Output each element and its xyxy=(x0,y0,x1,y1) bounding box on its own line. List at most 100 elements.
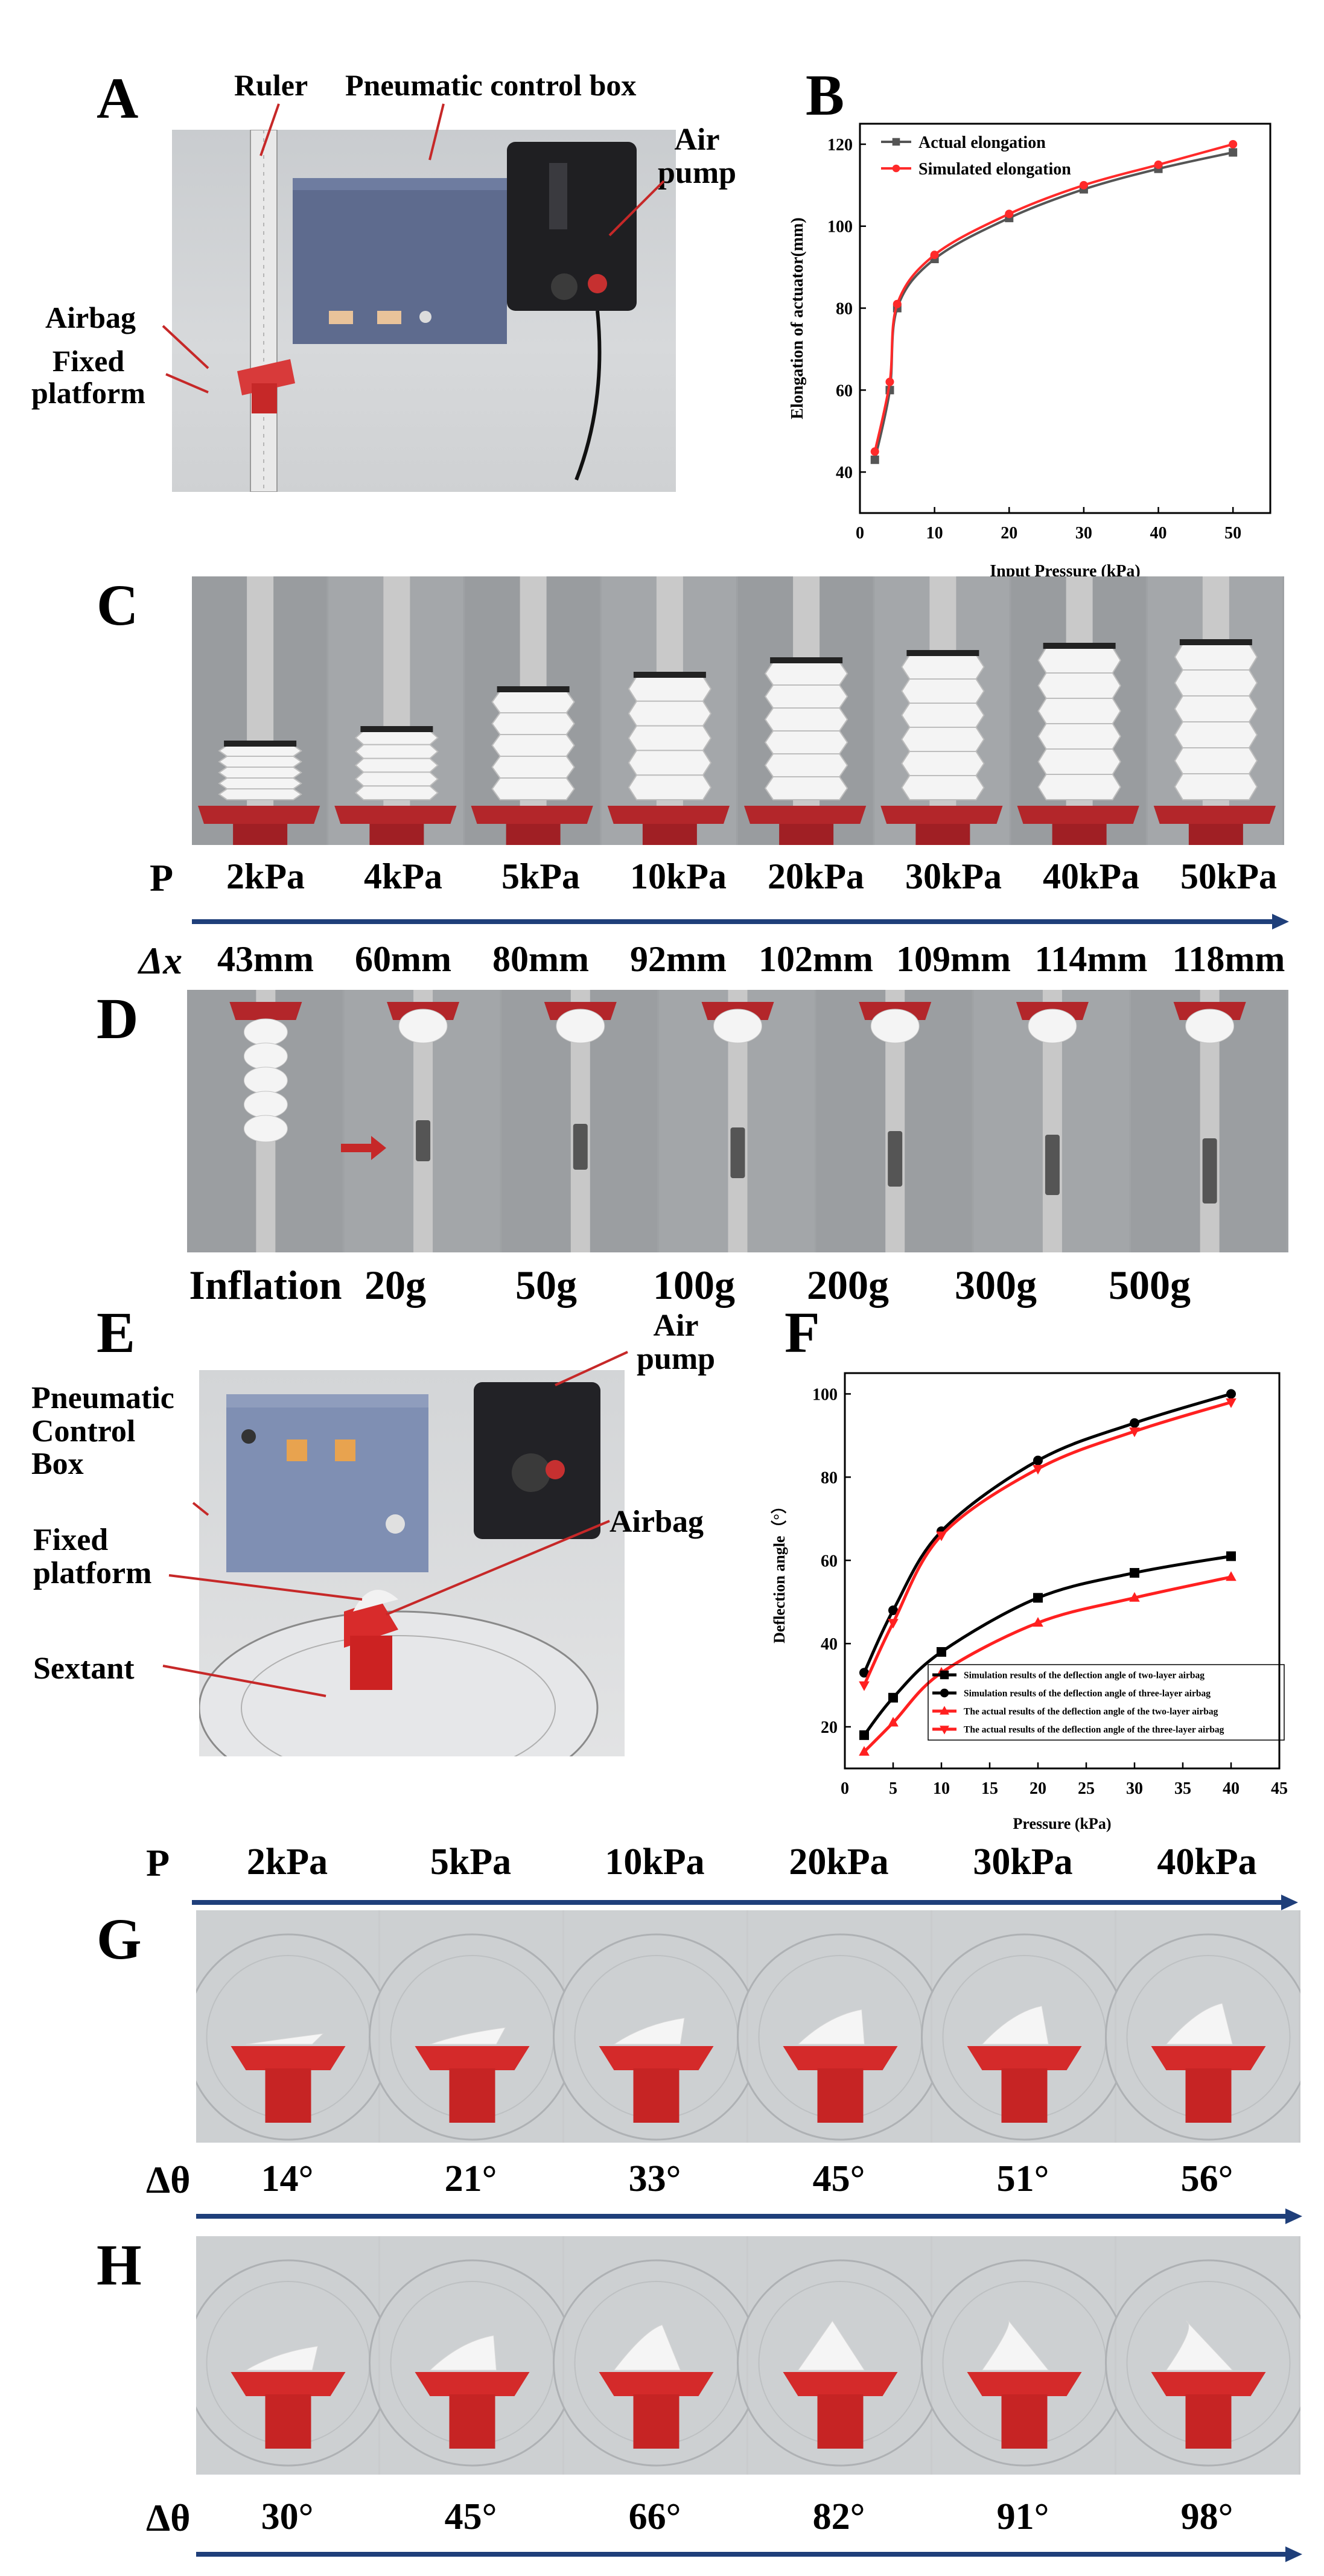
deflection-frame xyxy=(737,1910,944,2143)
panel-d-photo-strip xyxy=(187,990,1288,1252)
pressure-symbol-g: P xyxy=(146,1841,170,1884)
deflection-frame xyxy=(553,2236,760,2475)
deflection-frame xyxy=(921,1910,1128,2143)
data-point xyxy=(888,1605,898,1615)
label-airbag-e: Airbag xyxy=(609,1505,704,1539)
angle-label-h-1: 45° xyxy=(444,2496,497,2537)
pressure-label-1: 4kPa xyxy=(363,856,443,896)
delta-x-symbol: Δx xyxy=(139,939,183,982)
data-point xyxy=(1229,148,1238,157)
data-point xyxy=(888,1619,899,1629)
elongation-label-0: 43mm xyxy=(217,939,314,979)
label-sextant-e: Sextant xyxy=(33,1651,135,1686)
deflection-chart: 0 5 10 15 20 25 30 35 40 45 20 40 60 80 100 Pressure (k… xyxy=(771,1372,1288,1832)
y-tick-label: 100 xyxy=(827,218,853,237)
panel-h-photo-strip xyxy=(196,2236,1300,2475)
plot-frame xyxy=(844,1372,1281,1770)
panel-e-pointers xyxy=(162,1351,628,1697)
data-point xyxy=(930,250,939,260)
y-tick-label: 40 xyxy=(836,464,853,482)
load-label-3: 100g xyxy=(653,1262,735,1308)
pressure-arrow-g xyxy=(192,1895,1298,1910)
x-tick-label: 30 xyxy=(1126,1779,1143,1798)
data-point xyxy=(1226,1389,1236,1399)
plot-frame xyxy=(859,123,1271,514)
panel-letter-b: B xyxy=(806,63,845,127)
deflection-frame xyxy=(196,2236,392,2475)
legend-entry: The actual results of the deflection ang… xyxy=(964,1724,1224,1735)
pressure-label-g-3: 20kPa xyxy=(789,1841,889,1883)
x-tick-label: 20 xyxy=(1001,524,1017,543)
data-point xyxy=(1129,1427,1140,1438)
load-label-1: 20g xyxy=(364,1262,426,1308)
y-tick-label: 100 xyxy=(812,1385,838,1404)
x-tick-label: 30 xyxy=(1075,524,1092,543)
data-point xyxy=(936,1531,947,1541)
elongation-label-4: 102mm xyxy=(759,939,873,979)
angle-label-h-3: 82° xyxy=(812,2496,865,2537)
data-point xyxy=(870,447,879,456)
load-frame xyxy=(659,990,815,1252)
data-point xyxy=(1079,180,1088,190)
elongation-frame xyxy=(601,576,736,845)
y-tick-label: 80 xyxy=(821,1468,838,1487)
panel-a-pointers xyxy=(162,103,665,394)
deflection-frame xyxy=(369,2236,576,2475)
deflection-setup-illustration xyxy=(199,1382,600,1756)
label-airbag: Airbag xyxy=(45,301,136,334)
elongation-frame xyxy=(738,576,873,845)
load-frame xyxy=(1131,990,1287,1252)
legend-marker xyxy=(940,1670,949,1680)
x-tick-label: 5 xyxy=(889,1779,897,1798)
panel-letter-g: G xyxy=(97,1907,142,1971)
load-label-4: 200g xyxy=(807,1262,889,1308)
elongation-label-5: 109mm xyxy=(896,939,1011,979)
data-point xyxy=(1154,160,1163,169)
x-axis-label: Pressure (kPa) xyxy=(1013,1815,1112,1832)
legend-marker xyxy=(940,1726,949,1735)
y-tick-label: 60 xyxy=(836,381,853,400)
pressure-label-g-4: 30kPa xyxy=(973,1841,1073,1883)
panel-letter-e: E xyxy=(97,1300,136,1365)
deflection-frame xyxy=(196,1910,392,2143)
x-tick-label: 35 xyxy=(1174,1779,1191,1798)
data-point xyxy=(859,1668,869,1678)
data-point xyxy=(859,1745,870,1756)
pressure-label-6: 40kPa xyxy=(1042,856,1140,896)
panel-c-photo-strip xyxy=(192,576,1284,845)
data-point xyxy=(859,1681,870,1691)
label-ruler: Ruler xyxy=(234,68,308,102)
x-tick-label: 25 xyxy=(1078,1779,1095,1798)
deflection-frame xyxy=(921,2236,1128,2475)
panel-g-photo-strip xyxy=(196,1910,1300,2143)
load-frame xyxy=(973,990,1130,1252)
series-line xyxy=(873,151,1233,461)
load-label-2: 50g xyxy=(515,1262,577,1308)
pressure-label-2: 5kPa xyxy=(501,856,581,896)
load-label-6: 500g xyxy=(1109,1262,1191,1308)
angle-label-h-2: 66° xyxy=(628,2496,681,2537)
pressure-label-g-5: 40kPa xyxy=(1157,1841,1257,1883)
legend-marker xyxy=(940,1706,949,1715)
data-point xyxy=(1130,1418,1139,1428)
x-tick-label: 10 xyxy=(926,524,943,543)
y-axis-label: Elongation of actuator(mm) xyxy=(788,217,807,419)
angle-label-h-5: 98° xyxy=(1180,2496,1233,2537)
x-tick-label: 50 xyxy=(1224,524,1241,543)
data-point xyxy=(1033,1465,1043,1475)
elongation-frame xyxy=(465,576,600,845)
angle-arrow-g xyxy=(196,2208,1302,2224)
series-line xyxy=(862,1392,1232,1674)
load-frame xyxy=(187,990,343,1252)
legend-entry: The actual results of the deflection ang… xyxy=(964,1706,1218,1717)
data-point xyxy=(1226,1571,1236,1581)
panel-letter-h: H xyxy=(97,2233,142,2297)
angle-label-h-4: 91° xyxy=(996,2496,1049,2537)
angle-label-g-0: 14° xyxy=(261,2158,314,2199)
x-tick-label: 15 xyxy=(981,1779,998,1798)
y-axis-label: Deflection angle（°） xyxy=(771,1498,788,1643)
elongation-frame xyxy=(192,576,327,845)
panel-letter-c: C xyxy=(97,573,139,637)
elongation-label-1: 60mm xyxy=(355,939,451,979)
label-air-pump: Air pump xyxy=(658,123,737,190)
